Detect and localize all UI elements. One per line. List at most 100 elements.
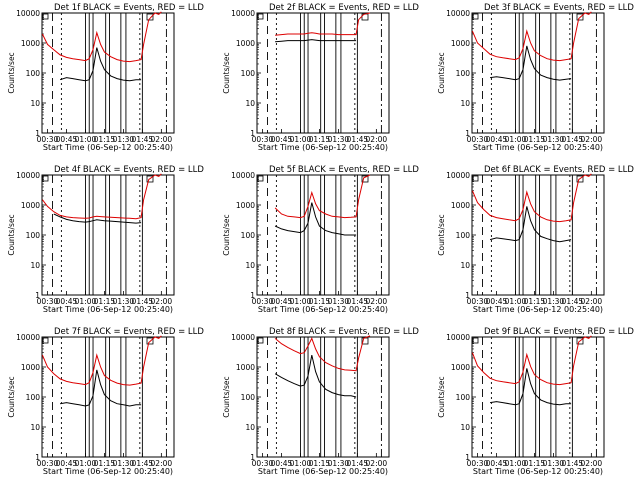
x-tick-label: 00:45: [271, 297, 293, 306]
x-tick-label: 01:15: [94, 135, 116, 144]
y-axis-label: Counts/sec: [222, 376, 231, 417]
series-line-events: [53, 213, 142, 224]
x-tick-label: 01:45: [562, 459, 584, 468]
x-tick-label: 01:15: [94, 459, 116, 468]
y-tick-label: 10000: [446, 333, 470, 342]
x-tick-label: 01:00: [75, 135, 97, 144]
series-line-events: [490, 45, 572, 81]
y-tick-label: 10: [245, 261, 255, 270]
x-axis-label: Start Time (06-Sep-12 00:25:40): [43, 305, 173, 314]
x-tick-label: 01:30: [328, 135, 350, 144]
panel-title: Det 7f BLACK = Events, RED = LLD: [54, 327, 204, 337]
panel-title: Det 4f BLACK = Events, RED = LLD: [54, 165, 204, 175]
series-line-lld: [41, 335, 162, 386]
panel-title: Det 2f BLACK = Events, RED = LLD: [269, 3, 419, 13]
y-tick-label: 1: [35, 129, 40, 138]
y-tick-label: 1000: [236, 201, 255, 210]
y-tick-label: 10: [30, 99, 40, 108]
x-tick-label: 02:00: [581, 459, 603, 468]
panel-det-9: Det 9f BLACK = Events, RED = LLD 1 10 100 10…: [437, 327, 634, 476]
y-tick-label: 1000: [21, 39, 40, 48]
x-tick-label: 01:45: [347, 459, 369, 468]
panel-det-6: Det 6f BLACK = Events, RED = LLD 1 10 100 10…: [437, 165, 634, 314]
x-tick-label: 01:15: [309, 135, 331, 144]
y-tick-label: 1: [465, 291, 470, 300]
x-tick-label: 01:45: [347, 297, 369, 306]
y-tick-label: 1: [250, 453, 255, 462]
x-tick-label: 00:30: [252, 297, 274, 306]
panel-title: Det 1f BLACK = Events, RED = LLD: [54, 3, 204, 13]
y-axis-label: Counts/sec: [437, 52, 446, 93]
x-tick-label: 01:30: [328, 459, 350, 468]
x-tick-label: 01:15: [309, 459, 331, 468]
series-line-events: [274, 354, 357, 398]
x-tick-label: 00:30: [252, 135, 274, 144]
y-tick-label: 10000: [16, 9, 40, 18]
y-tick-label: 10: [245, 99, 255, 108]
corner-box-left: [257, 337, 264, 344]
corner-box-right: [576, 13, 584, 21]
y-axis-label: Counts/sec: [437, 376, 446, 417]
y-tick-label: 10000: [231, 333, 255, 342]
series-line-lld: [274, 335, 371, 372]
y-tick-label: 10: [460, 261, 470, 270]
y-tick-label: 1: [35, 453, 40, 462]
y-tick-label: 10000: [16, 333, 40, 342]
y-tick-label: 1: [250, 129, 255, 138]
y-tick-label: 10000: [16, 171, 40, 180]
y-tick-label: 1000: [451, 363, 470, 372]
y-tick-label: 1000: [236, 363, 255, 372]
y-tick-label: 100: [456, 393, 471, 402]
y-tick-label: 100: [241, 231, 256, 240]
y-axis-label: Counts/sec: [222, 52, 231, 93]
y-tick-label: 10: [30, 261, 40, 270]
series-line-events: [60, 369, 142, 407]
y-tick-label: 10: [245, 423, 255, 432]
x-tick-label: 01:45: [132, 459, 154, 468]
y-tick-label: 1: [35, 291, 40, 300]
x-axis-label: Start Time (06-Sep-12 00:25:40): [43, 143, 173, 152]
panel-det-2: Det 2f BLACK = Events, RED = LLD 1 10 100 10…: [222, 3, 419, 152]
panel-title: Det 8f BLACK = Events, RED = LLD: [269, 327, 419, 337]
x-tick-label: 00:45: [56, 135, 78, 144]
y-tick-label: 10000: [231, 9, 255, 18]
series-line-lld: [41, 11, 162, 63]
panel-title: Det 9f BLACK = Events, RED = LLD: [484, 327, 634, 337]
y-tick-label: 10: [460, 423, 470, 432]
y-tick-label: 100: [241, 393, 256, 402]
x-axis-label: Start Time (06-Sep-12 00:25:40): [43, 467, 173, 476]
x-tick-label: 01:30: [543, 135, 565, 144]
series-line-events: [59, 47, 142, 82]
x-tick-label: 00:45: [56, 459, 78, 468]
x-tick-label: 01:00: [290, 459, 312, 468]
panel-det-3: Det 3f BLACK = Events, RED = LLD 1 10 100 10…: [437, 3, 634, 152]
x-tick-label: 00:45: [271, 135, 293, 144]
y-tick-label: 1000: [451, 201, 470, 210]
x-tick-label: 01:15: [94, 297, 116, 306]
y-tick-label: 100: [26, 393, 41, 402]
y-axis-label: Counts/sec: [7, 214, 16, 255]
x-axis-label: Start Time (06-Sep-12 00:25:40): [473, 467, 603, 476]
y-tick-label: 1000: [451, 39, 470, 48]
series-line-events: [490, 368, 572, 406]
x-tick-label: 00:45: [56, 297, 78, 306]
x-tick-label: 01:30: [113, 297, 135, 306]
series-line-events: [489, 206, 572, 243]
x-tick-label: 00:30: [37, 297, 59, 306]
x-tick-label: 01:00: [505, 459, 527, 468]
panel-title: Det 6f BLACK = Events, RED = LLD: [484, 165, 634, 175]
x-tick-label: 01:30: [543, 459, 565, 468]
x-tick-label: 00:45: [271, 459, 293, 468]
corner-box-left: [472, 13, 479, 20]
corner-box-right: [576, 337, 584, 345]
series-line-lld: [274, 174, 371, 219]
x-tick-label: 01:00: [505, 297, 527, 306]
corner-box-left: [42, 175, 49, 182]
corner-box-right: [361, 175, 369, 183]
y-tick-label: 1: [465, 453, 470, 462]
y-tick-label: 100: [241, 69, 256, 78]
x-axis-label: Start Time (06-Sep-12 00:25:40): [473, 305, 603, 314]
y-tick-label: 10000: [446, 9, 470, 18]
corner-box-left: [472, 337, 479, 344]
x-tick-label: 01:15: [524, 135, 546, 144]
